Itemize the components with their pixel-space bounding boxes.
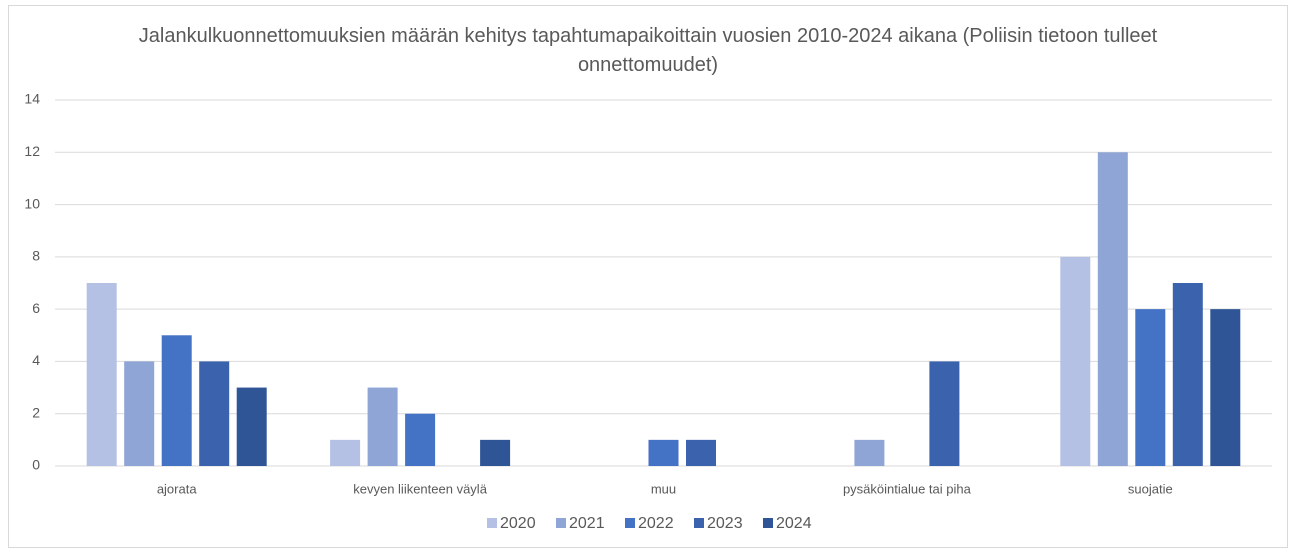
bar: [330, 439, 361, 466]
bar: [161, 335, 192, 466]
legend-label: 2023: [707, 515, 743, 532]
bar: [929, 361, 960, 466]
x-tick-label: pysäköintialue tai piha: [843, 481, 972, 496]
legend-label: 2021: [569, 515, 605, 532]
bar: [854, 439, 885, 466]
y-tick-label: 14: [24, 91, 40, 107]
bar: [86, 283, 117, 466]
y-tick-label: 12: [24, 143, 40, 159]
bar: [686, 439, 716, 466]
bar: [367, 387, 398, 466]
legend-swatch: [763, 518, 773, 528]
bar: [480, 439, 511, 466]
bar: [1172, 283, 1203, 466]
bar: [199, 361, 230, 466]
x-tick-label: ajorata: [157, 481, 198, 496]
legend-label: 2022: [638, 515, 674, 532]
y-tick-label: 2: [32, 404, 40, 420]
legend-label: 2024: [776, 515, 812, 532]
legend-label: 2020: [500, 515, 536, 532]
chart-title: Jalankulkuonnettomuuksien määrän kehitys…: [138, 25, 1158, 76]
bar: [236, 387, 267, 466]
bar: [1060, 256, 1091, 466]
x-tick-label: suojatie: [1128, 481, 1173, 496]
bar: [124, 361, 155, 466]
bar: [648, 439, 679, 466]
y-tick-label: 4: [32, 352, 40, 368]
y-tick-label: 6: [32, 300, 40, 316]
x-tick-label: kevyen liikenteen väylä: [353, 481, 487, 496]
legend-swatch: [625, 518, 635, 528]
bar: [1097, 152, 1128, 467]
legend-swatch: [694, 518, 704, 528]
y-tick-label: 0: [32, 457, 40, 473]
bar: [405, 413, 436, 466]
legend-swatch: [556, 518, 566, 528]
bar: [1135, 309, 1166, 466]
x-tick-label: muu: [651, 481, 676, 496]
y-tick-label: 10: [24, 195, 40, 211]
legend-swatch: [487, 518, 497, 528]
bar: [1210, 309, 1241, 466]
y-tick-label: 8: [32, 248, 40, 264]
